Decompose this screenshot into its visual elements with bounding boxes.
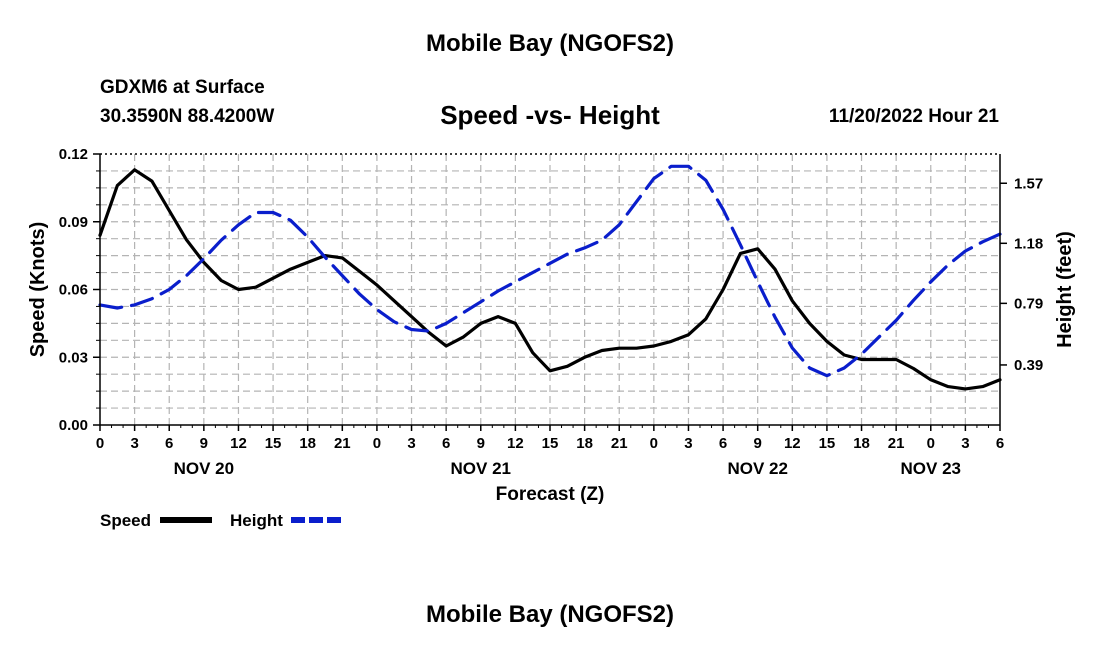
speed-height-chart: 0 3 6 9 12 15 18 21 0 3 6 9 12 15 18 21 0 3 6 9 12 15 18 21 0 3 6N… (27, 146, 1076, 530)
x-tick-label: 6 (442, 435, 450, 452)
y-axis-title-left: Speed (Knots) (27, 222, 49, 358)
station-name: GDXM6 at Surface (100, 77, 265, 98)
legend: Speed Height (100, 511, 343, 530)
x-tick-label: 12 (230, 435, 247, 452)
x-tick-label: 18 (853, 435, 870, 452)
x-tick-label: 15 (265, 435, 282, 452)
grid-lines (100, 154, 1000, 425)
axes (93, 153, 1007, 431)
x-tick-label: 3 (407, 435, 415, 452)
x-tick-label: 18 (299, 435, 316, 452)
station-location: 30.3590N 88.4200W (100, 106, 275, 127)
x-tick-label: 18 (576, 435, 593, 452)
legend-label-speed: Speed (100, 511, 151, 530)
y-tick-label-left: 0.12 (59, 146, 88, 163)
x-tick-label: 15 (542, 435, 559, 452)
x-tick-label: 12 (507, 435, 524, 452)
x-tick-label: 6 (165, 435, 173, 452)
y-axis-title-right: Height (feet) (1054, 231, 1076, 348)
x-tick-label: 21 (334, 435, 351, 452)
x-tick-label: 9 (200, 435, 208, 452)
x-axis-title: Forecast (Z) (496, 484, 605, 505)
x-date-label: NOV 20 (174, 459, 234, 478)
legend-label-height: Height (230, 511, 283, 530)
x-tick-label: 3 (684, 435, 692, 452)
y-tick-label-right: 0.39 (1014, 357, 1043, 374)
series-line-height (98, 164, 1002, 378)
x-date-label: NOV 21 (451, 459, 511, 478)
x-tick-label: 21 (888, 435, 905, 452)
chart-subtitle: Speed -vs- Height (440, 100, 660, 130)
y-tick-label-left: 0.06 (59, 282, 88, 299)
x-date-label: NOV 22 (727, 459, 787, 478)
chart-title: Mobile Bay (NGOFS2) (425, 30, 675, 57)
x-tick-label: 15 (819, 435, 836, 452)
forecast-timestamp: 11/20/2022 Hour 21 (828, 106, 999, 127)
x-tick-label: 3 (130, 435, 138, 452)
series-line-speed (98, 168, 1002, 391)
y-tick-label-right: 0.79 (1014, 295, 1043, 312)
x-date-label: NOV 23 (901, 459, 961, 478)
series-lines (98, 164, 1002, 391)
axis-labels: 0 3 6 9 12 15 18 21 0 3 6 9 12 15 18 21 0 3 6 9 12 15 18 21 0 3 6N… (27, 146, 1076, 505)
y-tick-label-right: 1.18 (1014, 235, 1043, 252)
footer-title: Mobile Bay (NGOFS2) (425, 601, 675, 628)
y-tick-label-left: 0.09 (59, 214, 88, 231)
x-tick-label: 0 (927, 435, 935, 452)
x-tick-label: 9 (754, 435, 762, 452)
x-tick-label: 21 (611, 435, 628, 452)
y-tick-label-left: 0.00 (59, 417, 88, 434)
x-tick-label: 12 (784, 435, 801, 452)
x-tick-label: 6 (719, 435, 727, 452)
x-tick-label: 0 (96, 435, 104, 452)
x-tick-label: 9 (477, 435, 485, 452)
y-tick-label-left: 0.03 (59, 349, 88, 366)
x-tick-label: 0 (373, 435, 381, 452)
x-tick-label: 6 (996, 435, 1004, 452)
x-tick-label: 3 (961, 435, 969, 452)
y-tick-label-right: 1.57 (1014, 175, 1043, 192)
x-tick-label: 0 (650, 435, 658, 452)
